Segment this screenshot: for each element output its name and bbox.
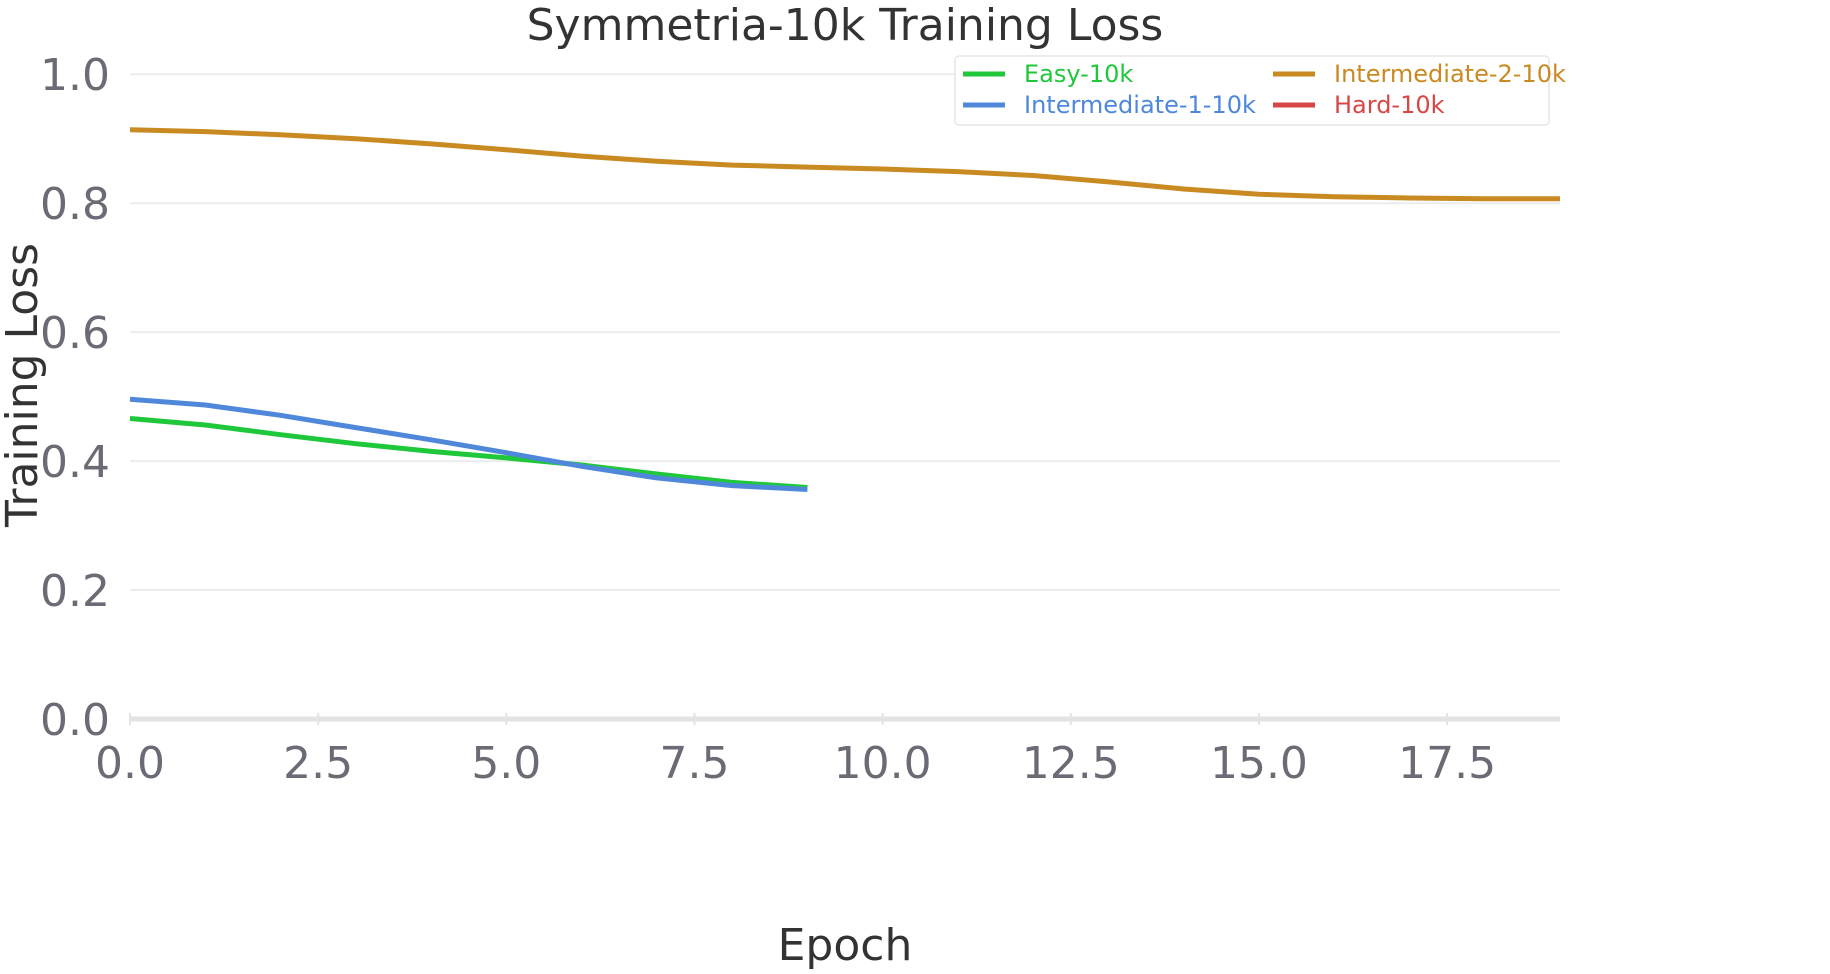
series-line-easy-10k xyxy=(129,416,808,490)
x-tick-label: 5.0 xyxy=(471,738,541,789)
y-tick-label: 0.8 xyxy=(40,179,110,230)
x-tick-label: 2.5 xyxy=(283,738,353,789)
series-line-intermediate-2-10k xyxy=(129,127,1560,202)
x-tick-label: 12.5 xyxy=(1022,738,1120,789)
series-lines xyxy=(129,127,1560,492)
x-axis xyxy=(129,713,1560,725)
legend-label: Intermediate-2-10k xyxy=(1334,60,1566,88)
x-tick-label: 7.5 xyxy=(659,738,729,789)
y-tick-label: 0.6 xyxy=(40,308,110,359)
y-tick-label: 0.2 xyxy=(40,566,110,617)
legend-frame xyxy=(954,55,1550,126)
x-tick-label: 10.0 xyxy=(834,738,932,789)
legend: Easy-10k Intermediate-1-10k Intermediate-2… xyxy=(954,55,1566,126)
legend-label: Easy-10k xyxy=(1024,60,1133,88)
legend-label: Intermediate-1-10k xyxy=(1024,91,1256,119)
legend-item-intermediate-2-10k: Intermediate-2-10k xyxy=(1273,60,1566,88)
y-tick-labels: 0.0 0.2 0.4 0.6 0.8 1.0 xyxy=(40,50,110,746)
x-tick-label: 15.0 xyxy=(1210,738,1308,789)
chart-title: Symmetria-10k Training Loss xyxy=(527,0,1164,51)
x-tick-label: 0.0 xyxy=(95,738,165,789)
grid-lines xyxy=(130,73,1560,592)
y-tick-label: 0.0 xyxy=(40,695,110,746)
x-tick-label: 17.5 xyxy=(1398,738,1496,789)
y-tick-label: 1.0 xyxy=(40,50,110,101)
y-tick-label: 0.4 xyxy=(40,437,110,488)
legend-item-intermediate-1-10k: Intermediate-1-10k xyxy=(963,91,1256,119)
series-line-intermediate-1-10k xyxy=(129,396,808,492)
legend-item-hard-10k: Hard-10k xyxy=(1273,91,1445,119)
x-axis-title: Epoch xyxy=(778,920,913,971)
x-tick-labels: 0.0 2.5 5.0 7.5 10.0 12.5 15.0 17.5 xyxy=(95,738,1496,789)
legend-item-easy-10k: Easy-10k xyxy=(963,60,1133,88)
legend-label: Hard-10k xyxy=(1334,91,1445,119)
y-axis-title: Training Loss xyxy=(0,243,48,528)
